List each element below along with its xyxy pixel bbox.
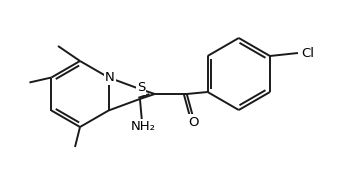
Text: NH₂: NH₂ bbox=[131, 121, 155, 134]
Text: Cl: Cl bbox=[302, 46, 314, 60]
Text: S: S bbox=[137, 81, 145, 94]
Text: N: N bbox=[105, 71, 115, 84]
Text: O: O bbox=[188, 116, 199, 129]
